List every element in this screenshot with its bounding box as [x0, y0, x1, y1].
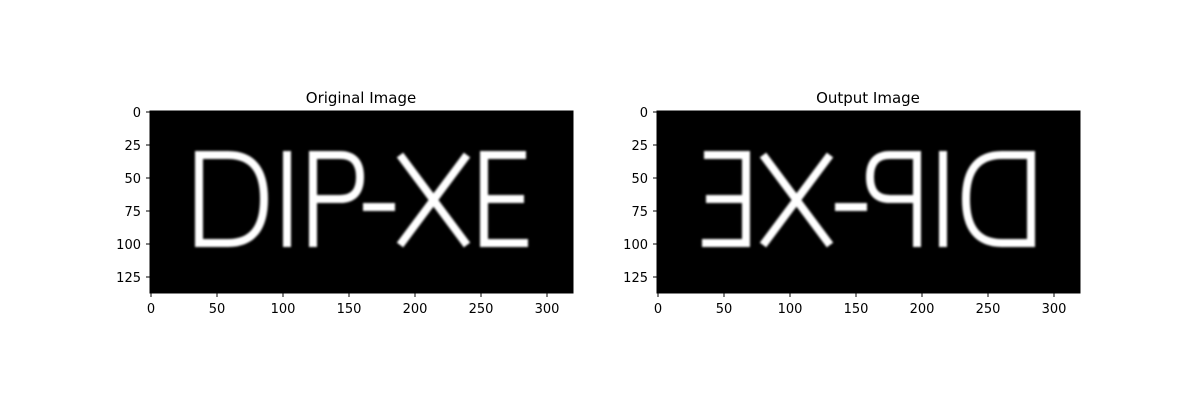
y-tick-label: 50 — [124, 172, 141, 187]
x-tick-label: 200 — [910, 302, 935, 317]
x-tick-label: 100 — [778, 302, 803, 317]
x-tick-label: 300 — [535, 302, 560, 317]
y-axis-original: 0 25 50 75 100 125 — [116, 106, 150, 286]
x-tick-label: 250 — [469, 302, 494, 317]
x-tick-label: 0 — [654, 302, 662, 317]
y-tick-label: 125 — [623, 271, 648, 286]
x-tick-label: 250 — [976, 302, 1001, 317]
image-content-original — [195, 151, 528, 248]
y-axis-output: 0 25 50 75 100 125 — [623, 106, 657, 286]
y-tick-label: 75 — [124, 205, 141, 220]
x-tick-label: 150 — [337, 302, 362, 317]
image-content-output — [702, 151, 1035, 248]
x-tick-label: 300 — [1042, 302, 1067, 317]
y-tick-label: 100 — [116, 238, 141, 253]
y-tick-label: 125 — [116, 271, 141, 286]
panel-original: Original Image 0 25 50 — [116, 89, 574, 317]
panel-title-output: Output Image — [816, 89, 920, 107]
x-axis-original: 0 50 100 150 200 250 300 — [147, 293, 560, 317]
y-tick-label: 100 — [623, 238, 648, 253]
y-tick-label: 25 — [124, 139, 141, 154]
y-tick-label: 0 — [133, 106, 141, 121]
x-tick-label: 0 — [147, 302, 155, 317]
panel-title-original: Original Image — [306, 89, 416, 107]
y-tick-label: 50 — [631, 172, 648, 187]
panel-output: Output Image 0 25 50 75 — [623, 89, 1081, 317]
x-axis-output: 0 50 100 150 200 250 300 — [654, 293, 1067, 317]
x-tick-label: 100 — [271, 302, 296, 317]
x-tick-label: 50 — [716, 302, 733, 317]
y-tick-label: 75 — [631, 205, 648, 220]
x-tick-label: 50 — [209, 302, 226, 317]
x-tick-label: 150 — [844, 302, 869, 317]
x-tick-label: 200 — [403, 302, 428, 317]
y-tick-label: 25 — [631, 139, 648, 154]
y-tick-label: 0 — [640, 106, 648, 121]
